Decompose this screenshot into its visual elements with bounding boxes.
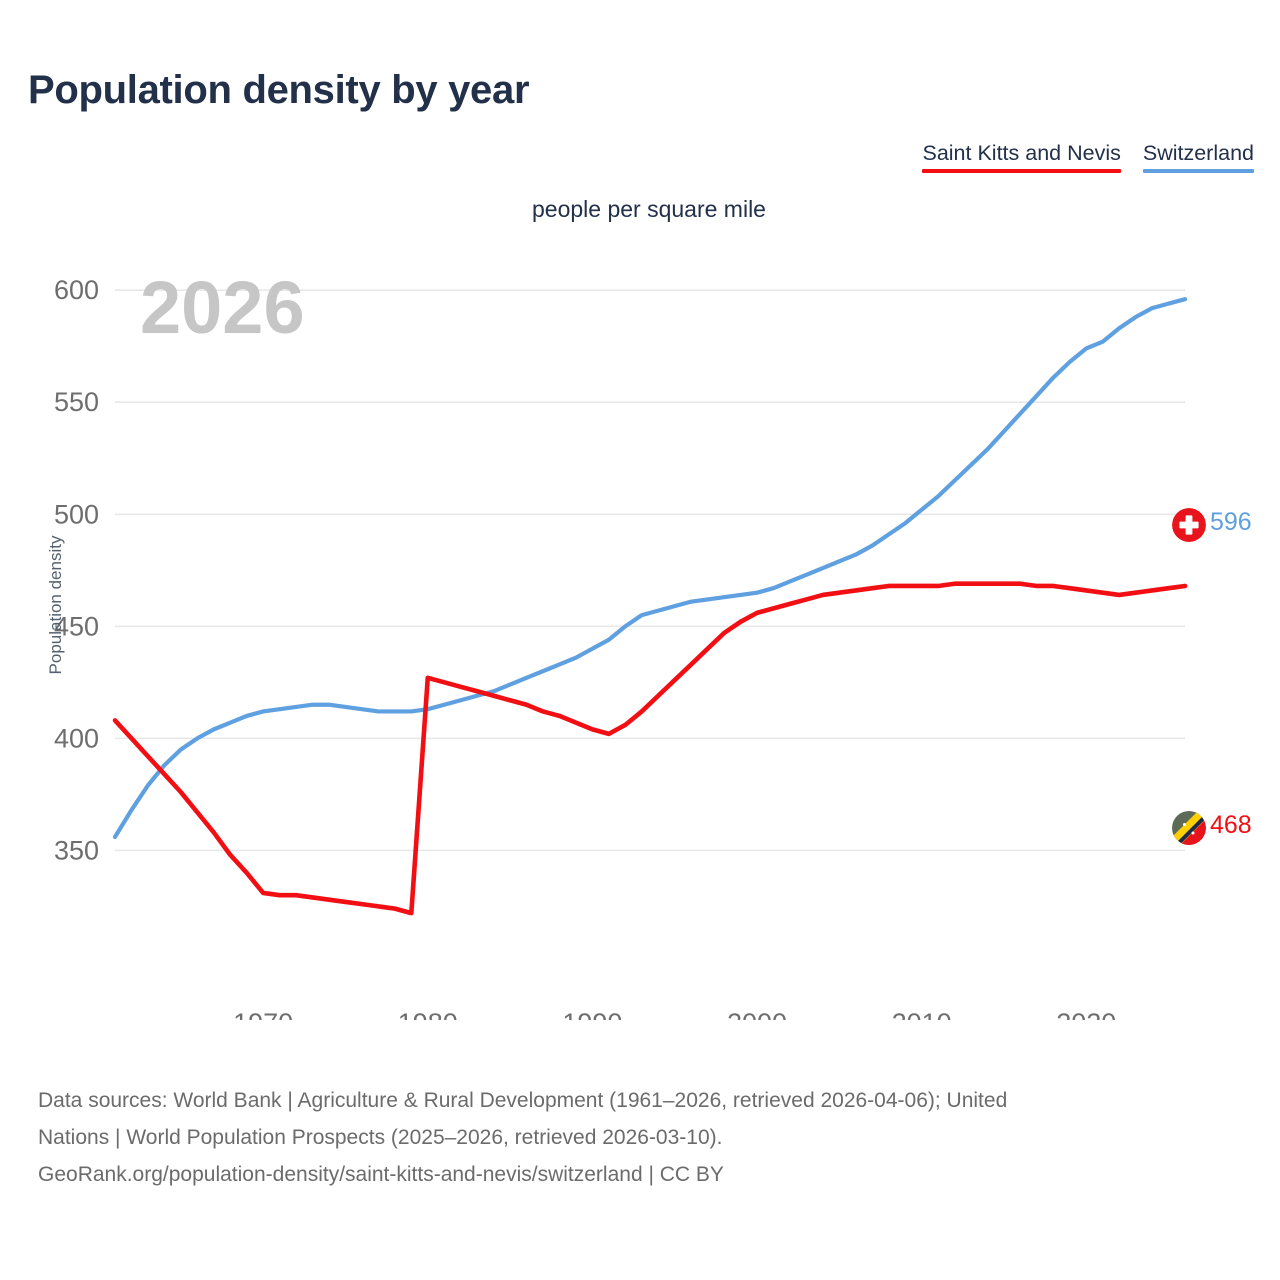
y-tick-label: 600 bbox=[54, 275, 99, 305]
switzerland-flag-icon bbox=[1172, 508, 1206, 542]
chart-subtitle: people per square mile bbox=[532, 196, 766, 222]
footer-line-3: GeoRank.org/population-density/saint-kit… bbox=[38, 1163, 724, 1186]
series-line-saint-kitts-and-nevis bbox=[112, 581, 1188, 916]
footer-sources: Data sources: World Bank | Agriculture &… bbox=[38, 1082, 1258, 1193]
footer-line-1: Data sources: World Bank | Agriculture &… bbox=[38, 1089, 1008, 1112]
legend-label-saint-kitts-and-nevis: Saint Kitts and Nevis bbox=[922, 141, 1121, 165]
watermark-year: 2026 bbox=[140, 266, 305, 349]
x-tick-label: 2000 bbox=[727, 1008, 787, 1020]
series-line-switzerland bbox=[112, 297, 1188, 840]
x-tick-label: 1990 bbox=[562, 1008, 622, 1020]
line-chart-svg: 350 400 450 500 550 600 1970 1980 1990 2000 2010 2… bbox=[54, 275, 1188, 1020]
legend-underline-switzerland bbox=[1142, 168, 1254, 173]
footer-line-2: Nations | World Population Prospects (20… bbox=[38, 1126, 723, 1149]
x-tick-label: 1970 bbox=[233, 1008, 293, 1020]
saint-kitts-and-nevis-flag-icon bbox=[1172, 811, 1206, 845]
legend-label-switzerland: Switzerland bbox=[1142, 141, 1254, 165]
y-axis-title: Population density bbox=[46, 535, 65, 675]
page-title: Population density by year bbox=[28, 68, 530, 112]
y-tick-label: 500 bbox=[54, 499, 99, 529]
y-tick-labels: 350 400 450 500 550 600 bbox=[54, 275, 99, 865]
x-tick-labels: 1970 1980 1990 2000 2010 2020 bbox=[233, 1008, 1116, 1020]
y-tick-label: 400 bbox=[54, 723, 99, 753]
plot-area: 350 400 450 500 550 600 1970 1980 1990 2000 2010 2… bbox=[0, 240, 1280, 1020]
y-tick-label: 450 bbox=[54, 611, 99, 641]
y-tick-label: 550 bbox=[54, 387, 99, 417]
legend-item-saint-kitts-and-nevis[interactable]: Saint Kitts and Nevis bbox=[922, 141, 1121, 173]
legend-underline-saint-kitts-and-nevis bbox=[922, 168, 1121, 173]
y-tick-label: 350 bbox=[54, 835, 99, 865]
x-tick-label: 2020 bbox=[1056, 1008, 1116, 1020]
end-value-saint-kitts-and-nevis: 468 bbox=[1210, 811, 1252, 839]
end-value-switzerland: 596 bbox=[1210, 508, 1252, 536]
gridlines bbox=[115, 289, 1185, 852]
legend: Saint Kitts and Nevis Switzerland bbox=[922, 142, 1254, 173]
legend-item-switzerland[interactable]: Switzerland bbox=[1142, 141, 1254, 173]
x-tick-label: 2010 bbox=[892, 1008, 952, 1020]
x-tick-label: 1980 bbox=[398, 1008, 458, 1020]
